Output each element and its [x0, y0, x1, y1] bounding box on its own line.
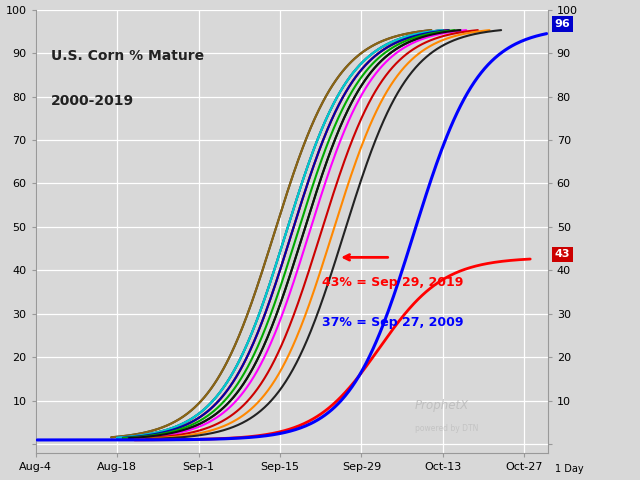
Text: 2000-2019: 2000-2019	[51, 94, 134, 108]
Text: 43% = Sep 29, 2019: 43% = Sep 29, 2019	[323, 276, 464, 288]
Text: 1 Day: 1 Day	[555, 465, 583, 474]
Text: 96: 96	[555, 19, 570, 29]
Text: powered by DTN: powered by DTN	[415, 424, 478, 433]
Text: 43: 43	[555, 250, 570, 259]
Text: 37% = Sep 27, 2009: 37% = Sep 27, 2009	[323, 315, 464, 328]
Text: U.S. Corn % Mature: U.S. Corn % Mature	[51, 49, 204, 63]
Text: ProphetX: ProphetX	[415, 399, 468, 412]
